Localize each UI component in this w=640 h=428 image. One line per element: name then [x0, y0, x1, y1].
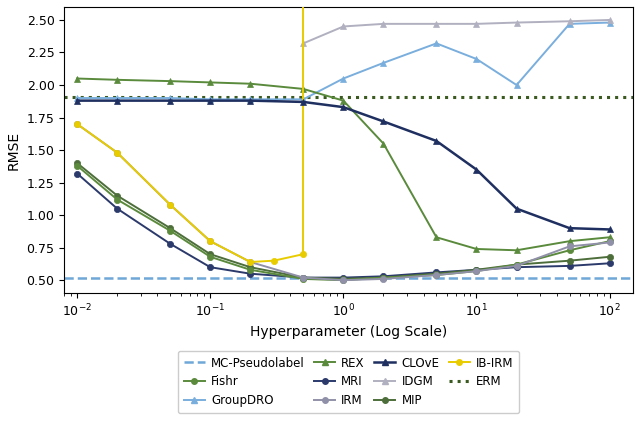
- X-axis label: Hyperparameter (Log Scale): Hyperparameter (Log Scale): [250, 325, 447, 339]
- Legend: MC-Pseudolabel, Fishr, GroupDRO, REX, MRI, IRM, CLOvE, IDGM, MIP, IB-IRM, ERM: MC-Pseudolabel, Fishr, GroupDRO, REX, MR…: [178, 351, 520, 413]
- Y-axis label: RMSE: RMSE: [7, 131, 21, 169]
